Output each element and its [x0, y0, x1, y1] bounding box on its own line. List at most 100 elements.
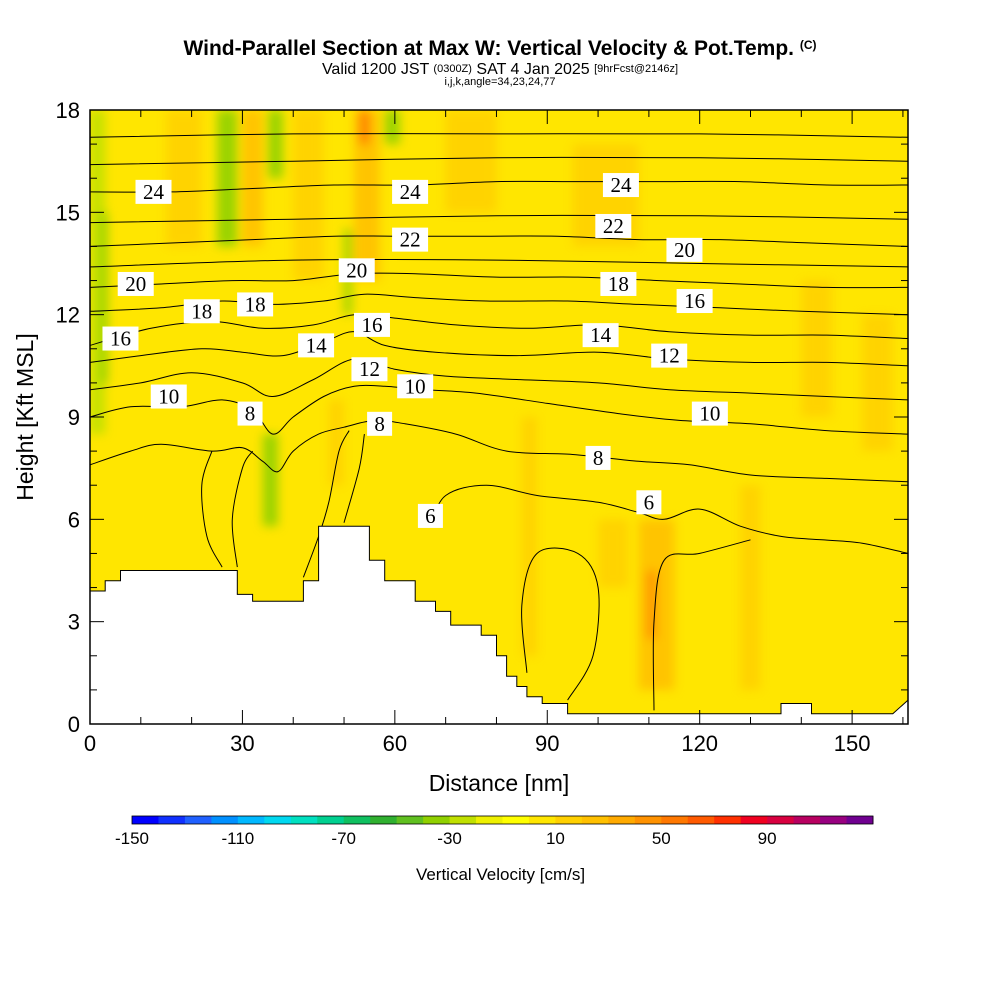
- velocity-feature: [166, 110, 202, 247]
- contour-label-box: [183, 299, 220, 324]
- contour-label-box: [595, 213, 632, 238]
- theta-contour: [90, 258, 908, 268]
- x-tick-label: 30: [230, 731, 254, 756]
- contour-label-text: 18: [245, 292, 266, 316]
- colorbar-swatch: [740, 816, 768, 824]
- theta-contour: [343, 434, 365, 523]
- y-axis-title: Height [Kft MSL]: [12, 333, 38, 500]
- colorbar-swatch: [555, 816, 583, 824]
- theta-contour-16: [90, 313, 908, 346]
- contour-labels: 24 24 24 22 22 20 20 20 18 18 18 16 16 16 14 14 12 12 10 10…: [102, 173, 728, 528]
- theta-contour-12: [90, 358, 908, 401]
- y-tick-label: 6: [68, 507, 80, 532]
- colorbar-frame: [131, 815, 874, 825]
- contour-label: 22: [595, 213, 632, 238]
- contour-label: 12: [351, 357, 388, 382]
- x-tick-label: 120: [681, 731, 718, 756]
- contour-label: 16: [102, 326, 139, 351]
- colorbar-swatch: [184, 816, 212, 824]
- contour-label-text: 24: [143, 180, 165, 204]
- contour-label-text: 20: [346, 258, 367, 282]
- contour-label: 14: [582, 323, 619, 348]
- contour-label: 8: [237, 401, 263, 426]
- colorbar-swatch: [449, 816, 477, 824]
- contour-label-box: [117, 271, 154, 296]
- contour-label-box: [351, 357, 388, 382]
- contour-label-text: 16: [361, 313, 382, 337]
- velocity-feature: [100, 212, 108, 383]
- colorbar-title: Vertical Velocity [cm/s]: [416, 865, 585, 884]
- contour-label-text: 8: [593, 446, 604, 470]
- contour-label-box: [417, 503, 443, 528]
- colorbar-swatch: [793, 816, 821, 824]
- contour-label: 6: [417, 503, 443, 528]
- forecast-info: [9hrFcst@2146z]: [594, 63, 679, 75]
- theta-contour-18: [90, 293, 908, 316]
- velocity-feature: [521, 417, 538, 656]
- colorbar-swatch: [687, 816, 715, 824]
- y-tick-label: 9: [68, 405, 80, 430]
- contour-label-box: [600, 271, 637, 296]
- colorbar-swatch: [158, 816, 186, 824]
- velocity-feature: [801, 280, 832, 417]
- contour-label: 20: [117, 271, 154, 296]
- contour-label: 6: [636, 490, 662, 515]
- contour-label-box: [585, 445, 611, 470]
- contour-label-box: [338, 258, 375, 283]
- contour-label-box: [237, 401, 263, 426]
- velocity-feature: [646, 570, 657, 639]
- velocity-feature: [862, 314, 893, 452]
- colorbar-swatch: [211, 816, 239, 824]
- contour-label: 24: [135, 179, 172, 204]
- contour-label-text: 8: [245, 402, 256, 426]
- colorbar-tick-label: 50: [652, 829, 671, 848]
- terrain-mask: [89, 525, 909, 725]
- contour-label: 12: [651, 343, 688, 368]
- contour-label-text: 18: [191, 299, 212, 323]
- colorbar-swatch: [264, 816, 292, 824]
- theta-contour-22: [90, 235, 908, 247]
- contour-label-text: 10: [158, 385, 179, 409]
- contour-label-text: 14: [590, 323, 612, 347]
- contour-label-text: 6: [644, 490, 655, 514]
- contour-label-box: [298, 333, 335, 358]
- theta-contour-24: [90, 180, 908, 193]
- contour-label: 16: [353, 312, 390, 337]
- colorbar-swatch: [581, 816, 609, 824]
- contour-label-box: [392, 179, 429, 204]
- potential-temperature-contours: [90, 133, 908, 711]
- contour-label: 16: [676, 289, 713, 314]
- theta-contour: [652, 539, 751, 711]
- valid-time: Valid 1200 JST: [321, 61, 429, 78]
- contour-label-text: 12: [359, 357, 380, 381]
- x-tick-label: 60: [383, 731, 407, 756]
- colorbar-tick-label: -110: [221, 829, 254, 848]
- contour-label-text: 10: [405, 374, 426, 398]
- contour-label: 10: [397, 374, 434, 399]
- theta-contour: [201, 450, 223, 568]
- colorbar-swatch: [237, 816, 265, 824]
- chart-subtitle: Valid 1200 JST (0300Z) SAT 4 Jan 2025 [9…: [0, 61, 1000, 79]
- theta-contour: [302, 430, 350, 578]
- contour-label-box: [582, 323, 619, 348]
- velocity-feature: [328, 399, 345, 486]
- contour-label: 14: [298, 333, 335, 358]
- colorbar-swatch: [317, 816, 345, 824]
- contour-label: 10: [150, 384, 187, 409]
- theta-contour: [231, 450, 254, 568]
- copyright-mark: (C): [799, 38, 817, 52]
- contour-label-box: [676, 289, 713, 314]
- contour-label-text: 24: [610, 173, 632, 197]
- theta-contour: [521, 547, 600, 701]
- contour-label: 18: [183, 299, 220, 324]
- contour-label: 10: [691, 401, 728, 426]
- contour-label: 22: [392, 227, 429, 252]
- contour-label-box: [651, 343, 688, 368]
- contour-label: 20: [666, 237, 703, 262]
- contour-label: 24: [602, 173, 639, 198]
- colorbar-tick-label: -150: [115, 829, 149, 848]
- contour-label-box: [150, 384, 187, 409]
- valid-date: SAT 4 Jan 2025: [476, 61, 590, 78]
- theta-contour: [90, 156, 908, 166]
